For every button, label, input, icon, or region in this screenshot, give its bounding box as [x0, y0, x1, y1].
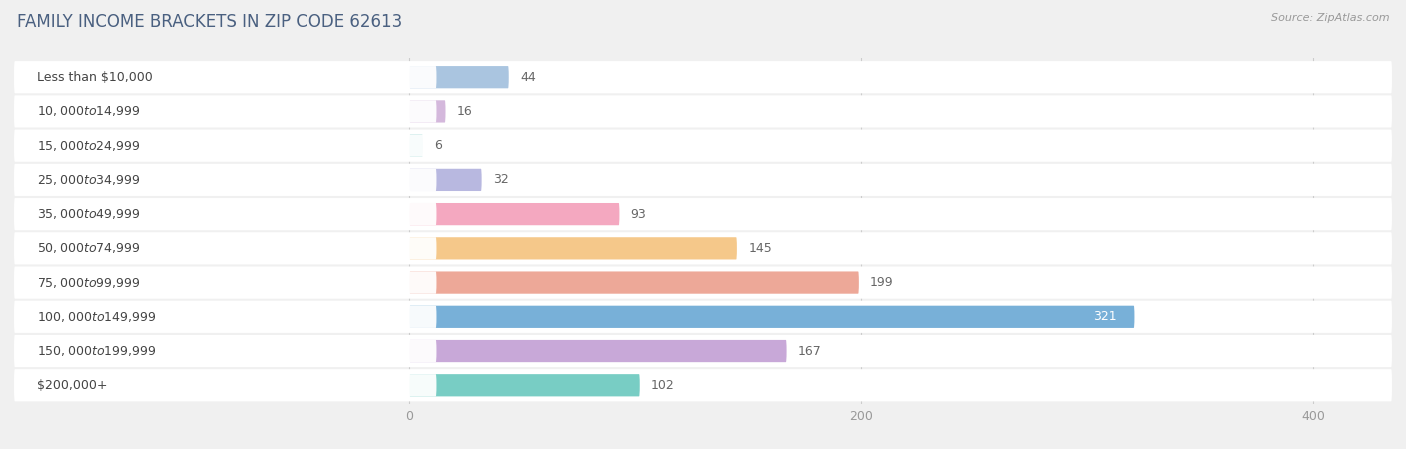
Text: $10,000 to $14,999: $10,000 to $14,999 [37, 105, 141, 119]
FancyBboxPatch shape [409, 237, 737, 260]
FancyBboxPatch shape [14, 232, 1392, 264]
FancyBboxPatch shape [14, 335, 1392, 367]
FancyBboxPatch shape [409, 169, 482, 191]
FancyBboxPatch shape [409, 374, 640, 396]
FancyBboxPatch shape [18, 66, 436, 88]
Text: 145: 145 [748, 242, 772, 255]
FancyBboxPatch shape [14, 164, 1392, 196]
Text: $25,000 to $34,999: $25,000 to $34,999 [37, 173, 141, 187]
FancyBboxPatch shape [14, 369, 1392, 401]
Text: $35,000 to $49,999: $35,000 to $49,999 [37, 207, 141, 221]
FancyBboxPatch shape [14, 61, 1392, 93]
FancyBboxPatch shape [18, 340, 436, 362]
FancyBboxPatch shape [18, 100, 436, 123]
FancyBboxPatch shape [18, 306, 436, 328]
Text: Less than $10,000: Less than $10,000 [37, 70, 152, 84]
FancyBboxPatch shape [14, 130, 1392, 162]
Text: 321: 321 [1092, 310, 1116, 323]
Text: 6: 6 [434, 139, 441, 152]
Text: 167: 167 [797, 344, 821, 357]
Text: 199: 199 [870, 276, 894, 289]
Text: 44: 44 [520, 70, 536, 84]
Text: Source: ZipAtlas.com: Source: ZipAtlas.com [1271, 13, 1389, 23]
Text: FAMILY INCOME BRACKETS IN ZIP CODE 62613: FAMILY INCOME BRACKETS IN ZIP CODE 62613 [17, 13, 402, 31]
FancyBboxPatch shape [409, 306, 1135, 328]
FancyBboxPatch shape [14, 198, 1392, 230]
Text: $200,000+: $200,000+ [37, 379, 107, 392]
Text: $75,000 to $99,999: $75,000 to $99,999 [37, 276, 141, 290]
FancyBboxPatch shape [409, 272, 859, 294]
Text: $50,000 to $74,999: $50,000 to $74,999 [37, 242, 141, 255]
FancyBboxPatch shape [18, 203, 436, 225]
Text: $100,000 to $149,999: $100,000 to $149,999 [37, 310, 156, 324]
FancyBboxPatch shape [18, 135, 436, 157]
Text: 102: 102 [651, 379, 675, 392]
FancyBboxPatch shape [409, 203, 620, 225]
FancyBboxPatch shape [18, 169, 436, 191]
Text: $15,000 to $24,999: $15,000 to $24,999 [37, 139, 141, 153]
FancyBboxPatch shape [14, 301, 1392, 333]
FancyBboxPatch shape [409, 100, 446, 123]
Text: $150,000 to $199,999: $150,000 to $199,999 [37, 344, 156, 358]
FancyBboxPatch shape [409, 135, 423, 157]
Text: 16: 16 [457, 105, 472, 118]
FancyBboxPatch shape [409, 66, 509, 88]
Text: 93: 93 [631, 207, 647, 220]
FancyBboxPatch shape [18, 272, 436, 294]
Text: 32: 32 [494, 173, 509, 186]
FancyBboxPatch shape [18, 374, 436, 396]
FancyBboxPatch shape [409, 340, 786, 362]
FancyBboxPatch shape [18, 237, 436, 260]
FancyBboxPatch shape [14, 95, 1392, 128]
FancyBboxPatch shape [14, 267, 1392, 299]
